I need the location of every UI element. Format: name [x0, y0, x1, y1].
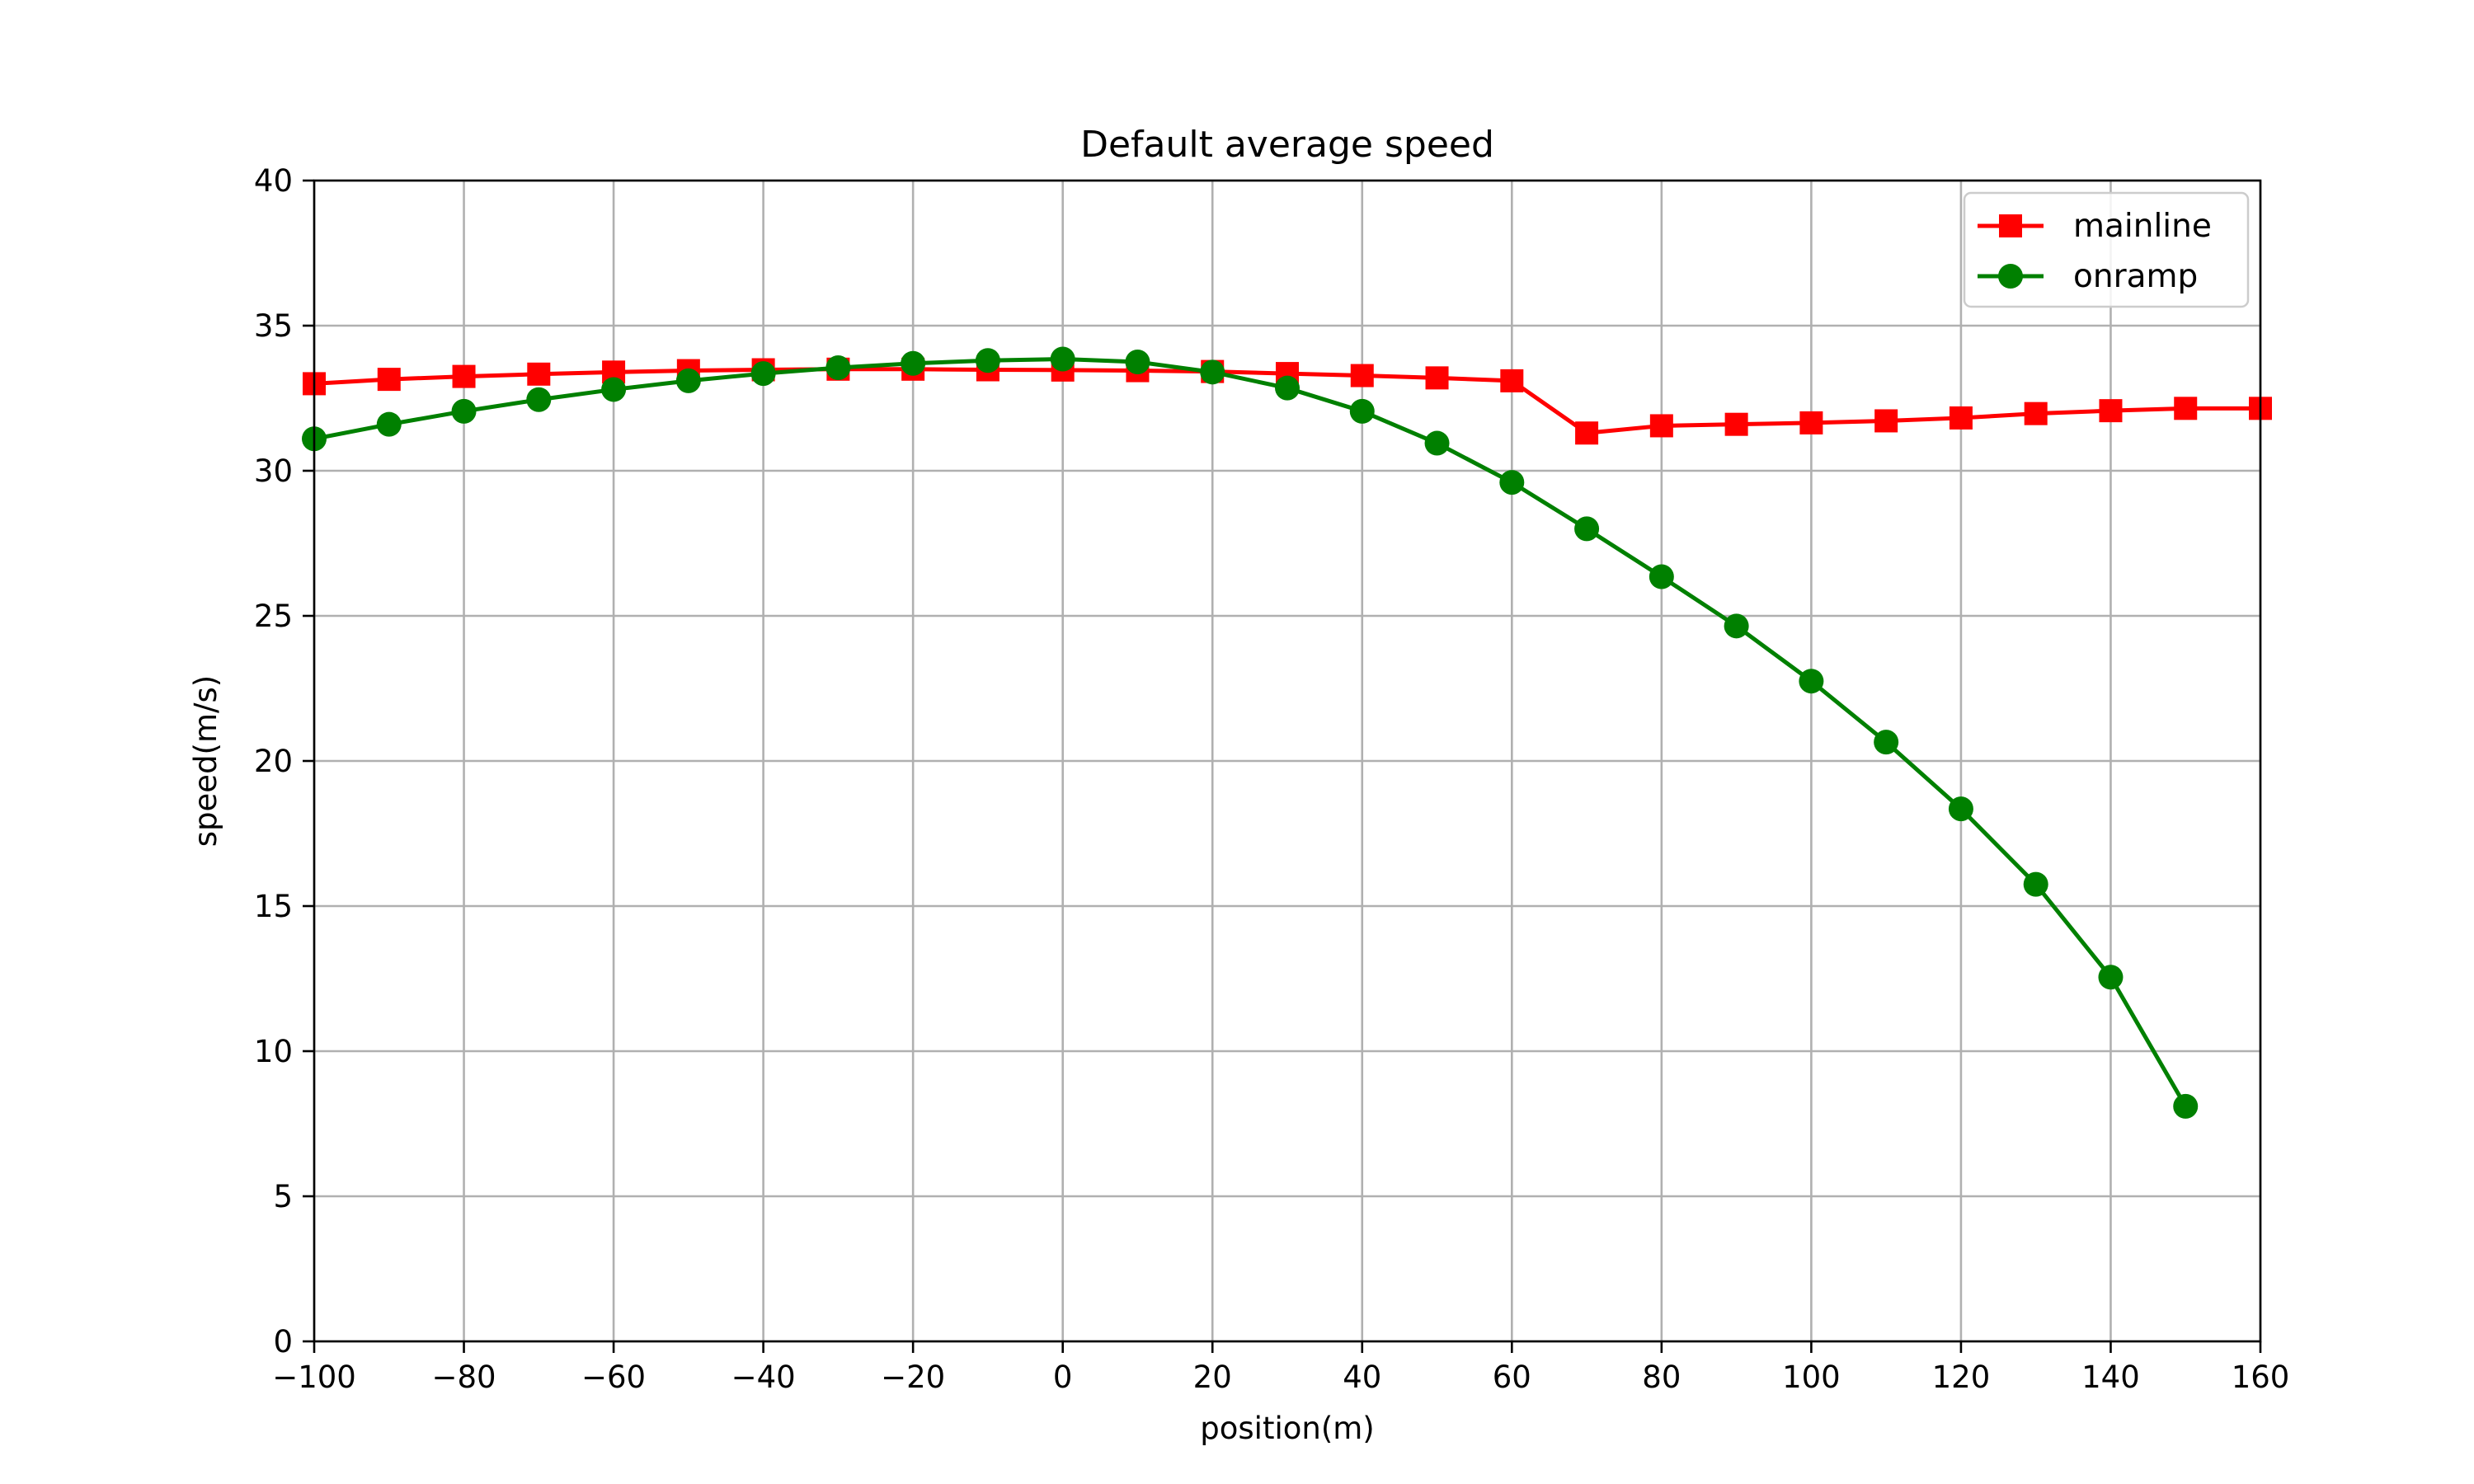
x-tick-label: 0 [1053, 1360, 1073, 1395]
onramp-point [1200, 359, 1225, 385]
x-tick-label: 100 [1782, 1360, 1841, 1395]
series-onramp [302, 346, 2199, 1119]
x-tick-label: −80 [431, 1360, 496, 1395]
onramp-point [376, 411, 402, 437]
x-tick-label: 160 [2232, 1360, 2290, 1395]
onramp-point [1874, 730, 1899, 755]
onramp-line [313, 356, 2188, 1108]
onramp-point [1349, 398, 1375, 424]
onramp-point [1499, 470, 1525, 495]
onramp-point [2023, 871, 2048, 897]
chart-title: Default average speed [1080, 124, 1494, 166]
mainline-point [1425, 366, 1449, 390]
series-mainline [303, 357, 2272, 445]
legend-marker [1998, 264, 2023, 289]
legend-item-onramp: onramp [1978, 258, 2198, 295]
mainline-point [1649, 414, 1673, 438]
onramp-point [825, 355, 851, 381]
x-tick-label: 80 [1642, 1360, 1681, 1395]
mainline-point [1799, 411, 1823, 434]
onramp-point [975, 348, 1000, 373]
y-tick-label: 10 [254, 1034, 293, 1069]
x-tick-label: 120 [1932, 1360, 1991, 1395]
mainline-point [1724, 412, 1748, 436]
onramp-point [1649, 564, 1674, 589]
y-tick-label: 25 [254, 599, 293, 634]
y-tick-label: 15 [254, 889, 293, 924]
onramp-point [901, 350, 926, 376]
mainline-point [1949, 406, 1973, 430]
mainline-point [1575, 421, 1599, 445]
onramp-point [1424, 430, 1450, 456]
x-tick-label: 20 [1193, 1360, 1232, 1395]
mainline-point [1350, 364, 1374, 387]
legend-label: onramp [2073, 258, 2198, 295]
mainline-point [527, 362, 551, 386]
legend: mainline onramp [1963, 191, 2250, 308]
mainline-point [2099, 399, 2123, 423]
onramp-point [2098, 965, 2124, 990]
y-tick-label: 0 [273, 1324, 293, 1360]
mainline-point [377, 368, 401, 392]
onramp-point [601, 377, 627, 402]
mainline-point [452, 364, 476, 388]
onramp-point [1125, 350, 1150, 374]
onramp-point [526, 387, 552, 412]
x-tick-label: 140 [2081, 1360, 2140, 1395]
mainline-point [2024, 402, 2048, 425]
grid [313, 179, 2262, 1343]
x-tick-label: 60 [1493, 1360, 1531, 1395]
onramp-point [451, 398, 477, 424]
y-tick-label: 40 [254, 163, 293, 199]
onramp-point [1948, 796, 1973, 822]
x-tick-label: −40 [731, 1360, 796, 1395]
mainline-point [1874, 409, 1898, 433]
series-group [302, 346, 2272, 1119]
onramp-point [1799, 669, 1824, 694]
y-tick-label: 35 [254, 308, 293, 344]
y-tick-label: 20 [254, 744, 293, 779]
y-tick-label: 5 [273, 1179, 293, 1214]
onramp-point [675, 368, 701, 393]
onramp-point [1050, 346, 1075, 372]
x-axis-title: position(m) [1200, 1411, 1374, 1446]
legend-item-mainline: mainline [1978, 208, 2212, 245]
legend-label: mainline [2073, 208, 2212, 245]
y-tick-label: 30 [254, 453, 293, 489]
y-axis-title: speed(m/s) [188, 675, 223, 847]
mainline-point [1500, 369, 1524, 392]
x-tick-label: −20 [881, 1360, 945, 1395]
x-tick-label: −100 [272, 1360, 356, 1395]
axis-ticks: −100 −80 −60 −40 −20 0 20 40 60 80 100 120 140 160 0 5 1… [254, 163, 2289, 1395]
onramp-point [1724, 613, 1749, 639]
legend-marker [1999, 214, 2022, 237]
x-tick-label: 40 [1343, 1360, 1381, 1395]
mainline-point [2174, 397, 2198, 420]
onramp-point [750, 361, 776, 387]
x-tick-label: −60 [581, 1360, 646, 1395]
onramp-point [1275, 375, 1300, 401]
onramp-point [2173, 1093, 2199, 1119]
onramp-point [1574, 516, 1600, 542]
